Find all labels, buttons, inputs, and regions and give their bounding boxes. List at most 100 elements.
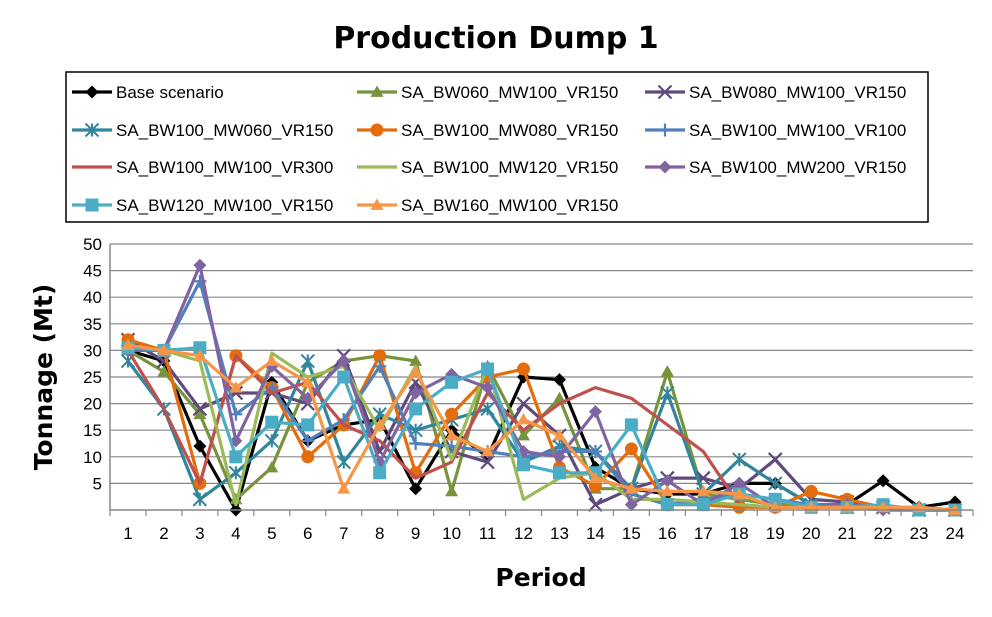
y-tick-label: 20 [83,395,102,414]
series-layer [120,258,963,518]
data-point [121,338,135,350]
legend-item: SA_BW160_MW100_VR150 [357,196,618,215]
data-point [265,460,279,473]
legend-item: SA_BW100_MW060_VR150 [72,121,333,140]
y-tick-label: 25 [83,368,102,387]
legend-label: SA_BW060_MW100_VR150 [401,83,618,102]
x-tick-label: 10 [442,524,461,543]
legend-marker [84,122,100,138]
data-point [301,375,315,388]
data-point [409,365,423,377]
data-point [337,354,351,368]
data-point [193,407,207,420]
data-point [588,405,602,419]
legend-item: Base scenario [72,83,224,102]
grid [110,243,973,484]
series-10 [121,338,962,515]
data-point [517,362,531,376]
legend-label: SA_BW100_MW120_VR150 [401,158,618,177]
legend-label: Base scenario [116,83,224,102]
data-point [696,498,710,512]
series-5 [121,274,962,517]
x-tick-label: 13 [550,524,569,543]
data-point [804,484,818,498]
data-point [157,365,171,377]
data-point [337,482,351,494]
data-point [301,434,315,448]
data-point [445,407,459,421]
legend-label: SA_BW100_MW100_VR100 [689,121,906,140]
data-point [696,484,710,497]
legend-item: SA_BW080_MW100_VR150 [645,83,906,102]
y-tick-label: 50 [83,235,102,254]
data-point [660,498,674,512]
data-point [660,474,674,488]
legend-label: SA_BW120_MW100_VR150 [116,196,333,215]
y-axis-title: Tonnage (Mt) [29,284,58,471]
chart-title: Production Dump 1 [333,21,658,56]
data-point [552,466,566,480]
data-point [192,492,208,507]
data-point [624,442,638,456]
x-axis-title: Period [495,563,586,592]
data-point [373,359,387,373]
y-tick-label: 35 [83,315,102,334]
y-tick-label: 30 [83,341,102,360]
x-tick-labels: 1 2 3 4 5 6 7 8 9 10 11 12 13 14 15 16 17 18 19 20 21 22 23 24 [123,524,964,543]
data-point [516,396,531,411]
data-point [300,353,315,369]
x-tick-label: 2 [159,524,168,543]
legend-item: SA_BW100_MW120_VR150 [357,158,618,177]
legend-label: SA_BW100_MW200_VR150 [689,158,906,177]
legend-label: SA_BW080_MW100_VR150 [689,83,906,102]
data-point [193,341,207,355]
x-tick-label: 12 [514,524,533,543]
legend-label: SA_BW100_MW080_VR150 [401,121,618,140]
y-tick-labels: 5 10 15 20 25 30 35 40 45 50 [83,235,102,493]
data-point [229,381,243,393]
x-tick-label: 8 [375,524,384,543]
legend-marker [370,123,384,137]
data-point [445,375,459,389]
legend-marker [85,198,99,212]
x-tick-label: 18 [730,524,749,543]
y-tick-label: 10 [83,448,102,467]
x-tick-label: 23 [910,524,929,543]
data-point [732,452,747,467]
data-point [588,497,603,512]
series-line [128,279,956,512]
data-point [336,454,351,470]
legend-item: SA_BW120_MW100_VR150 [72,196,333,215]
data-point [624,498,638,512]
x-tick-label: 17 [694,524,713,543]
data-point [445,484,459,497]
data-point [552,391,566,404]
data-point [373,466,387,480]
y-tick-label: 40 [83,288,102,307]
data-point [409,402,423,416]
legend-marker [658,160,672,174]
data-point [481,381,495,395]
legend-marker [370,198,384,210]
legend-marker [85,85,99,99]
data-point [373,418,387,430]
data-point [445,429,459,441]
data-point [660,484,674,497]
x-tick-label: 4 [231,524,240,543]
data-point [228,465,244,480]
data-point [768,476,783,491]
data-point [265,415,279,429]
data-point [301,450,315,464]
y-tick-label: 15 [83,421,102,440]
data-point [552,373,566,387]
data-point [552,450,566,464]
legend-item: SA_BW100_MW100_VR100 [645,121,906,140]
series-line [128,263,955,512]
data-point [409,354,423,366]
data-point [409,437,423,450]
x-tick-label: 3 [195,524,204,543]
data-point [301,418,315,432]
data-point [588,444,602,458]
data-point [517,458,531,472]
